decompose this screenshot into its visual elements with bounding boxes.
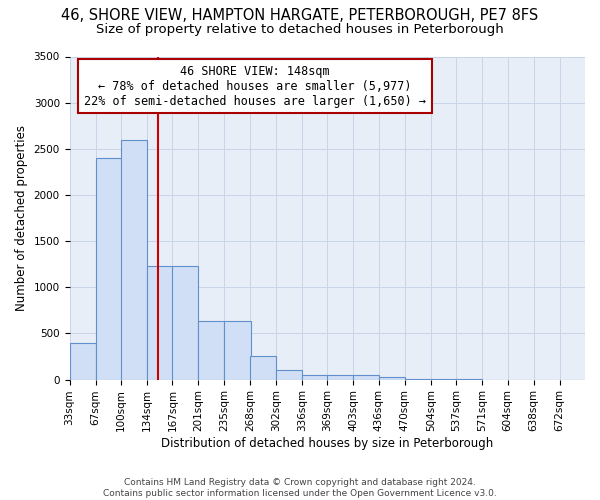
Text: 46, SHORE VIEW, HAMPTON HARGATE, PETERBOROUGH, PE7 8FS: 46, SHORE VIEW, HAMPTON HARGATE, PETERBO…	[61, 8, 539, 22]
Bar	[147, 266, 173, 380]
Text: Contains HM Land Registry data © Crown copyright and database right 2024.
Contai: Contains HM Land Registry data © Crown c…	[103, 478, 497, 498]
Bar	[327, 375, 353, 380]
Bar	[199, 320, 224, 380]
Text: 46 SHORE VIEW: 148sqm
← 78% of detached houses are smaller (5,977)
22% of semi-d: 46 SHORE VIEW: 148sqm ← 78% of detached …	[84, 64, 426, 108]
Y-axis label: Number of detached properties: Number of detached properties	[15, 125, 28, 311]
Bar	[95, 158, 122, 380]
Bar	[224, 320, 251, 380]
X-axis label: Distribution of detached houses by size in Peterborough: Distribution of detached houses by size …	[161, 437, 493, 450]
Text: Size of property relative to detached houses in Peterborough: Size of property relative to detached ho…	[96, 22, 504, 36]
Bar	[353, 375, 379, 380]
Bar	[172, 266, 199, 380]
Bar	[121, 140, 147, 380]
Bar	[70, 342, 95, 380]
Bar	[302, 374, 328, 380]
Bar	[250, 356, 276, 380]
Bar	[379, 377, 405, 380]
Bar	[276, 370, 302, 380]
